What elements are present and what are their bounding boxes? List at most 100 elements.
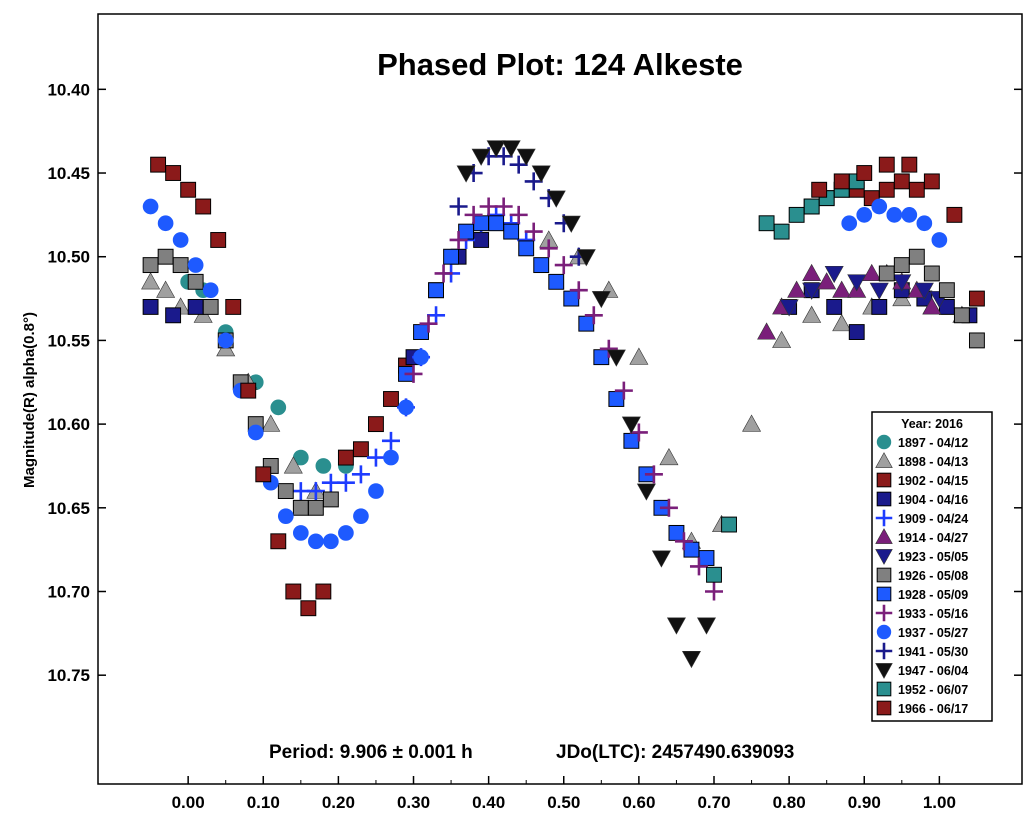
data-point [383, 391, 399, 407]
data-point [832, 314, 852, 332]
data-point [953, 307, 970, 324]
data-point [659, 447, 679, 466]
x-tick-label: 0.90 [848, 793, 881, 812]
data-point [383, 449, 399, 466]
data-point [922, 297, 942, 315]
data-point [832, 280, 852, 298]
data-point [486, 140, 506, 158]
legend-entry: 1937 - 05/27 [898, 626, 968, 640]
data-point [524, 222, 543, 241]
data-point [449, 230, 468, 249]
data-point [195, 198, 212, 215]
data-point [283, 456, 303, 474]
data-point [901, 207, 918, 223]
x-tick-label: 1.00 [923, 793, 956, 812]
data-point [773, 223, 790, 240]
data-point [591, 291, 611, 309]
legend-marker [876, 472, 892, 488]
legend-marker [875, 604, 893, 622]
data-point [856, 165, 873, 181]
data-point [413, 324, 429, 340]
data-point [554, 256, 573, 275]
data-point [518, 240, 535, 257]
data-point [277, 508, 294, 525]
data-point [623, 432, 640, 449]
legend-marker [875, 642, 893, 660]
data-point [443, 248, 460, 265]
data-point [608, 391, 625, 407]
legend-entry: 1923 - 05/05 [898, 550, 968, 564]
data-point [494, 197, 513, 216]
legend-entry: 1928 - 05/09 [898, 588, 968, 602]
legend-marker [876, 586, 892, 602]
data-point [578, 315, 595, 332]
data-point [668, 524, 685, 541]
data-point [629, 423, 648, 442]
data-point [464, 205, 483, 224]
data-point [674, 532, 693, 551]
data-point [563, 290, 580, 307]
data-point [352, 441, 369, 458]
data-point [473, 215, 490, 232]
data-point [261, 414, 281, 432]
data-point [165, 307, 182, 324]
data-point [968, 332, 985, 349]
data-point [277, 483, 294, 500]
data-point [187, 298, 204, 315]
epoch-annotation: JDo(LTC): 2457490.639093 [556, 742, 794, 763]
x-tick-label: 0.00 [172, 793, 205, 812]
legend-title: Year: 2016 [901, 417, 963, 431]
legend-entry: 1902 - 04/15 [898, 474, 968, 488]
data-point [479, 197, 498, 216]
x-tick-label: 0.70 [697, 793, 730, 812]
data-point [539, 239, 558, 258]
data-point [202, 282, 219, 299]
data-point [458, 223, 475, 240]
data-point [368, 483, 384, 499]
data-point [931, 232, 948, 248]
data-point [817, 272, 837, 290]
data-point [473, 232, 490, 248]
y-tick-label: 10.55 [47, 331, 90, 350]
data-point [210, 232, 227, 248]
data-point [351, 465, 370, 484]
legend-entry: 1897 - 04/12 [898, 436, 968, 450]
x-tick-label: 0.50 [547, 793, 580, 812]
x-tick-label: 0.60 [622, 793, 655, 812]
data-point [315, 583, 332, 600]
data-point [856, 207, 873, 223]
data-point [871, 198, 888, 215]
data-point [593, 349, 610, 366]
data-point [404, 364, 423, 383]
data-point [788, 206, 805, 223]
data-point [914, 282, 934, 300]
data-point [142, 257, 159, 274]
data-point [172, 257, 189, 274]
y-tick-label: 10.65 [47, 499, 90, 518]
y-tick-label: 10.75 [47, 666, 90, 685]
data-point [916, 215, 933, 232]
series-group [150, 156, 985, 617]
data-point [841, 215, 858, 232]
data-point [833, 173, 850, 190]
data-point [968, 290, 985, 307]
data-point [803, 198, 820, 215]
period-annotation: Period: 9.906 ± 0.001 h [269, 742, 473, 763]
data-point [599, 339, 618, 358]
y-tick-label: 10.50 [47, 248, 90, 267]
x-tick-label: 0.80 [773, 793, 806, 812]
data-point [247, 424, 264, 441]
data-point [644, 465, 663, 484]
legend-entry: 1926 - 05/08 [898, 569, 968, 583]
x-tick-label: 0.10 [247, 793, 280, 812]
data-point [533, 257, 550, 274]
data-point [456, 165, 476, 183]
data-point [893, 257, 910, 274]
data-point [428, 282, 444, 299]
legend-entry: 1914 - 04/27 [898, 531, 968, 545]
data-point [696, 617, 716, 635]
y-tick-label: 10.40 [47, 80, 90, 99]
data-point [308, 533, 324, 550]
legend-marker [876, 624, 892, 640]
data-point [501, 140, 521, 158]
